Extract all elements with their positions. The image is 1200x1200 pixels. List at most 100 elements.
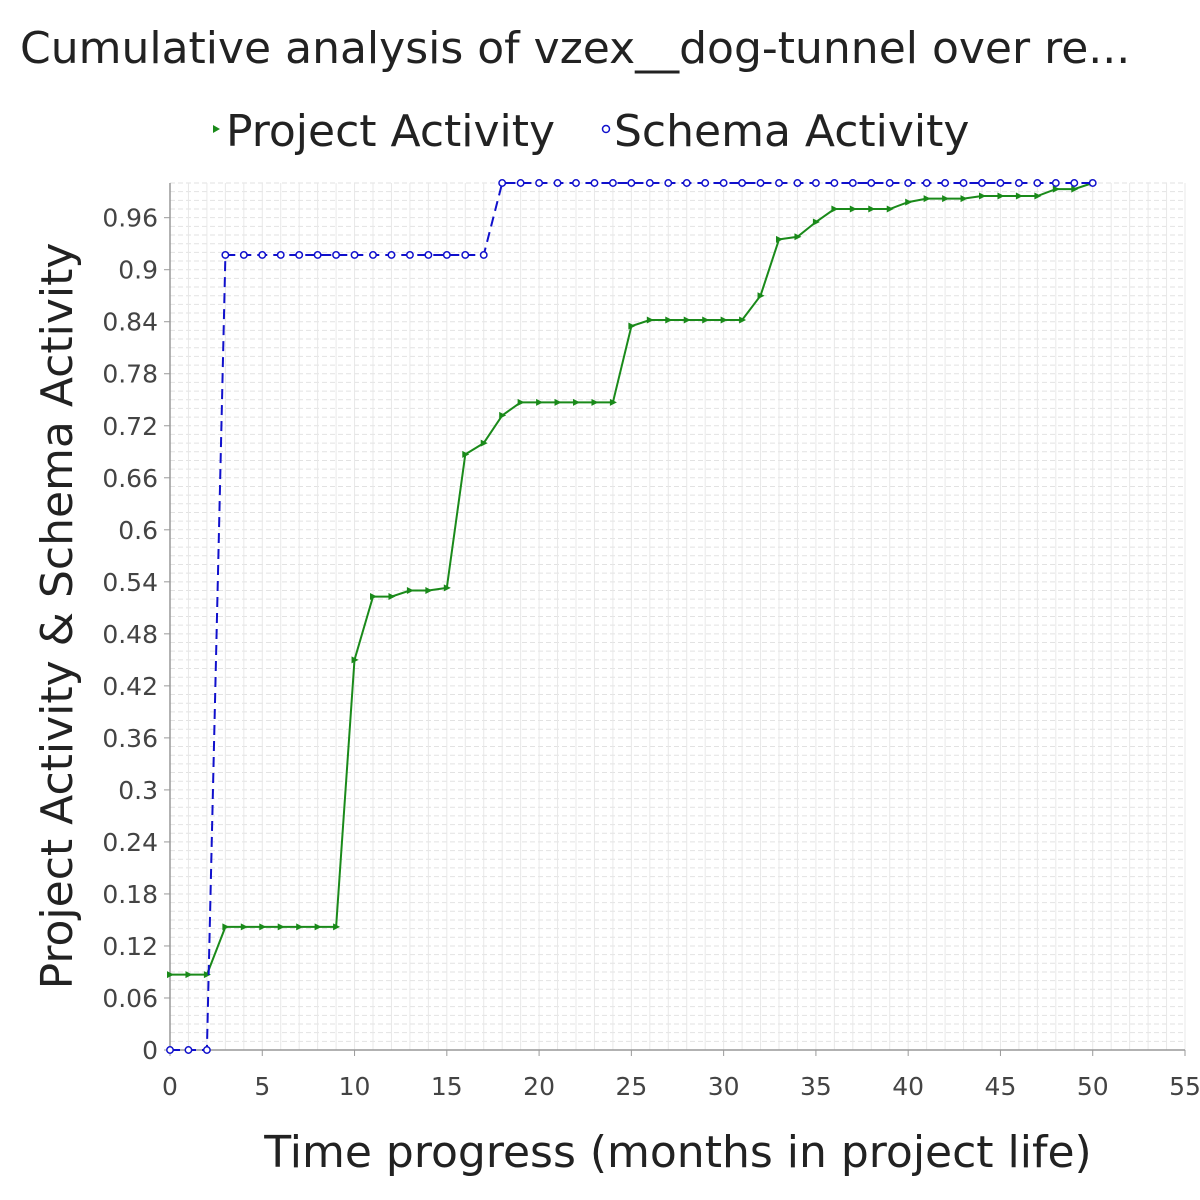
data-point-project-activity	[905, 198, 913, 206]
legend: Project Activity Schema Activity	[213, 106, 969, 157]
x-tick-label: 45	[985, 1072, 1017, 1101]
data-point-schema-activity	[719, 179, 728, 187]
data-point-schema-activity	[1088, 179, 1097, 187]
x-tick-label: 30	[708, 1072, 740, 1101]
data-point-schema-activity	[258, 251, 267, 259]
grid	[169, 182, 1186, 1051]
legend-marker-project-activity	[213, 125, 220, 133]
y-axis-title: Project Activity & Schema Activity	[32, 243, 83, 990]
data-point-schema-activity	[572, 179, 580, 187]
x-tick-label: 35	[800, 1072, 832, 1101]
data-point-schema-activity	[1014, 179, 1023, 187]
data-point-schema-activity	[811, 179, 820, 187]
data-point-schema-activity	[350, 251, 359, 259]
data-point-schema-activity	[479, 251, 488, 259]
data-point-project-activity	[849, 205, 857, 213]
data-point-project-activity	[942, 195, 950, 203]
data-point-project-activity	[296, 923, 304, 931]
data-point-project-activity	[739, 316, 747, 324]
x-axis-title: Time progress (months in project life)	[263, 1127, 1091, 1178]
data-point-project-activity	[351, 656, 359, 664]
data-point-schema-activity	[516, 179, 525, 187]
data-point-schema-activity	[1070, 179, 1079, 187]
data-point-schema-activity	[369, 251, 377, 259]
data-point-schema-activity	[664, 179, 673, 187]
y-tick-label: 0.36	[102, 724, 158, 753]
data-point-project-activity	[240, 923, 248, 931]
x-tick-label: 10	[339, 1072, 371, 1101]
data-point-schema-activity	[442, 251, 451, 259]
data-point-schema-activity	[1033, 179, 1042, 187]
data-point-schema-activity	[1051, 179, 1060, 187]
x-tick-label: 55	[1169, 1072, 1200, 1101]
data-point-project-activity	[425, 586, 433, 594]
data-point-project-activity	[868, 205, 876, 213]
data-point-schema-activity	[239, 251, 248, 259]
data-point-schema-activity	[904, 179, 913, 187]
series-layer	[166, 179, 1097, 1054]
data-point-project-activity	[960, 195, 968, 203]
data-point-project-activity	[776, 235, 783, 243]
data-point-schema-activity	[166, 1046, 174, 1054]
data-point-schema-activity	[461, 251, 470, 259]
data-point-project-activity	[259, 923, 267, 931]
legend-label-project-activity: Project Activity	[226, 106, 555, 157]
data-point-schema-activity	[682, 179, 691, 187]
data-point-project-activity	[683, 316, 691, 324]
data-point-project-activity	[979, 192, 986, 200]
y-tick-label: 0.42	[102, 672, 158, 701]
data-point-schema-activity	[405, 251, 414, 259]
data-point-project-activity	[812, 218, 820, 226]
data-point-schema-activity	[590, 179, 599, 187]
data-point-project-activity	[1034, 192, 1042, 200]
y-tick-label: 0.3	[118, 776, 158, 805]
data-point-schema-activity	[202, 1046, 211, 1054]
data-point-project-activity	[370, 593, 377, 601]
data-point-project-activity	[794, 233, 802, 241]
y-tick-label: 0.96	[102, 204, 158, 233]
y-tick-label: 0.18	[102, 880, 158, 909]
y-tick-label: 0.06	[102, 984, 158, 1013]
series-line-schema-activity	[170, 182, 1093, 1051]
data-point-schema-activity	[978, 179, 986, 187]
data-point-schema-activity	[221, 251, 230, 259]
data-point-schema-activity	[830, 179, 839, 187]
axes	[169, 183, 1185, 1051]
x-tick-label: 5	[254, 1072, 270, 1101]
series-schema-activity	[166, 179, 1097, 1054]
data-point-schema-activity	[756, 179, 765, 187]
data-point-project-activity	[757, 292, 765, 300]
legend-marker-schema-activity	[601, 124, 611, 134]
y-tick-label: 0.12	[102, 932, 158, 961]
data-point-project-activity	[333, 923, 341, 931]
series-project-activity	[167, 179, 1097, 979]
data-point-schema-activity	[941, 179, 950, 187]
data-point-project-activity	[462, 450, 470, 458]
data-point-schema-activity	[793, 179, 802, 187]
data-point-project-activity	[997, 192, 1005, 200]
data-point-schema-activity	[627, 179, 636, 187]
data-point-project-activity	[167, 971, 174, 979]
tick-labels: 0 5 10 15 20 25 30 35 40 45 50 55 0 0.06 0.12 0.18 0.24 0…	[102, 204, 1200, 1101]
data-point-project-activity	[720, 316, 728, 324]
data-point-project-activity	[277, 923, 285, 931]
data-point-project-activity	[591, 398, 599, 406]
data-point-project-activity	[554, 398, 562, 406]
data-point-schema-activity	[885, 179, 894, 187]
data-point-schema-activity	[498, 179, 507, 187]
x-tick-label: 15	[431, 1072, 463, 1101]
chart-title: Cumulative analysis of vzex__dog-tunnel …	[20, 23, 1130, 74]
data-point-schema-activity	[553, 179, 562, 187]
data-point-project-activity	[665, 316, 673, 324]
data-point-schema-activity	[922, 179, 931, 187]
x-tick-label: 0	[162, 1072, 178, 1101]
data-point-project-activity	[203, 971, 211, 979]
data-point-schema-activity	[313, 251, 322, 259]
data-point-project-activity	[573, 398, 580, 406]
data-point-schema-activity	[645, 179, 654, 187]
data-point-project-activity	[443, 584, 451, 592]
x-tick-label: 50	[1077, 1072, 1109, 1101]
data-point-schema-activity	[959, 179, 968, 187]
data-point-schema-activity	[184, 1046, 193, 1054]
data-point-schema-activity	[424, 251, 433, 259]
